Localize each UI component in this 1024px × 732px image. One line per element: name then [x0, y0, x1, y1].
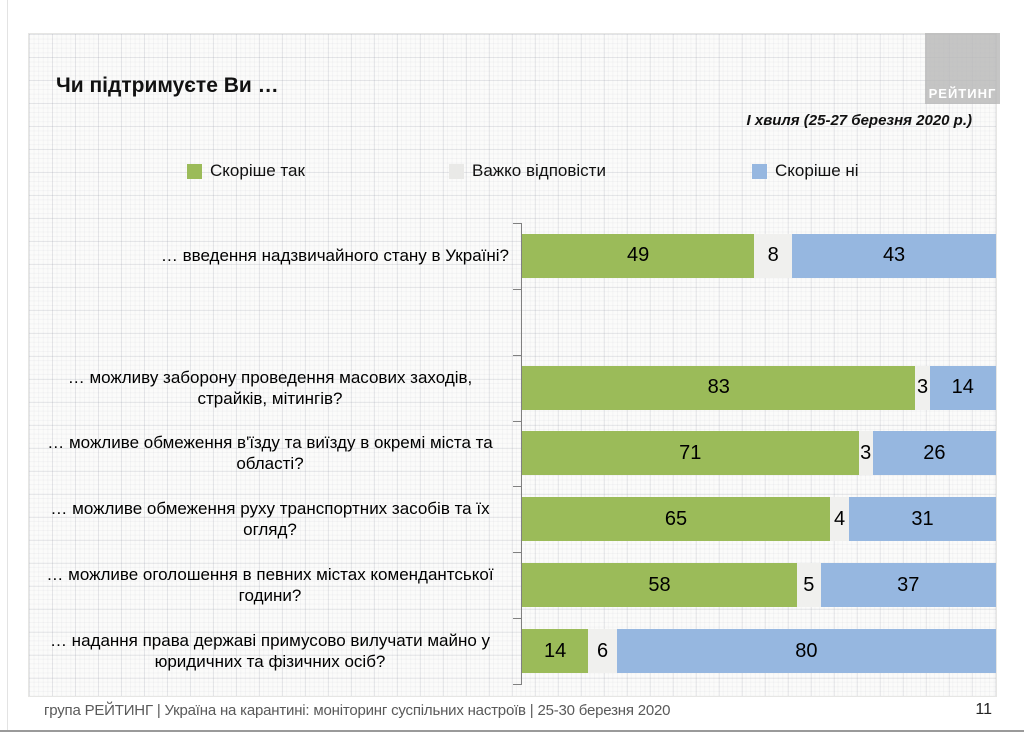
chart-row: … надання права державі примусово вилуча…: [29, 618, 998, 684]
bar-chart: … введення надзвичайного стану в Україні…: [29, 223, 998, 685]
stacked-bar: 83 3 14: [522, 365, 996, 410]
chart-row: … можливе обмеження в'їзду та виїзду в о…: [29, 421, 998, 487]
stacked-bar: 14 6 80: [522, 629, 996, 674]
chart-row: … введення надзвичайного стану в Україні…: [29, 223, 998, 289]
bar-segment-undecided: 8: [754, 233, 793, 278]
rating-logo: РЕЙТИНГ: [925, 33, 1000, 104]
axis-tick: [513, 223, 521, 224]
category-label-text: … можливу заборону проведення масових за…: [67, 367, 473, 408]
category-label: … можливе оголошення в певних містах ком…: [31, 552, 509, 618]
bar-segment-undecided: 3: [858, 431, 873, 476]
page-number: 11: [975, 701, 992, 718]
legend-swatch-icon: [449, 163, 464, 179]
footer-source-text: група РЕЙТИНГ | Україна на карантині: мо…: [44, 702, 671, 719]
bar-segment-yes: 65: [522, 497, 831, 542]
rating-logo-text: РЕЙТИНГ: [928, 86, 997, 101]
axis-tick: [513, 289, 521, 290]
bar-segment-no: 14: [929, 365, 996, 410]
bar-segment-undecided: 5: [796, 563, 821, 608]
bar-segment-no: 26: [872, 431, 996, 476]
chart-row: … можливу заборону проведення масових за…: [29, 355, 998, 421]
bar-segment-yes: 71: [522, 431, 859, 476]
bar-segment-no: 80: [616, 629, 996, 674]
bar-segment-undecided: 6: [588, 629, 617, 674]
legend-item-0: Скоріше так: [187, 160, 305, 182]
category-label-text: … введення надзвичайного стану в Україні…: [160, 246, 509, 266]
stacked-bar: 58 5 37: [522, 563, 996, 608]
category-label: … можливе обмеження руху транспортних за…: [31, 486, 509, 552]
slide-card: Чи підтримуєте Ви … І хвиля (25-27 берез…: [28, 33, 997, 697]
stacked-bar: 71 3 26: [522, 431, 996, 476]
bar-segment-no: 37: [820, 563, 996, 608]
bar-segment-yes: 49: [522, 233, 755, 278]
legend-swatch-icon: [187, 163, 202, 179]
axis-tick: [513, 355, 521, 356]
category-label: … можливу заборону проведення масових за…: [31, 355, 509, 421]
stacked-bar: 65 4 31: [522, 497, 996, 542]
category-axis-line: [521, 223, 522, 685]
axis-tick: [513, 421, 521, 422]
bar-segment-undecided: 4: [830, 497, 850, 542]
bar-segment-yes: 14: [522, 629, 589, 674]
category-label: … можливе обмеження в'їзду та виїзду в о…: [31, 421, 509, 487]
bar-segment-no: 43: [792, 233, 996, 278]
axis-tick: [513, 684, 521, 685]
axis-tick: [513, 618, 521, 619]
chart-row: … можливе обмеження руху транспортних за…: [29, 486, 998, 552]
page-title: Чи підтримуєте Ви …: [56, 74, 279, 97]
legend-swatch-icon: [752, 163, 767, 179]
category-label-text: … можливе обмеження в'їзду та виїзду в о…: [47, 433, 493, 474]
legend-label: Скоріше ні: [775, 161, 859, 180]
stacked-bar: 49 8 43: [522, 233, 996, 278]
category-label: … введення надзвичайного стану в Україні…: [31, 223, 509, 289]
category-label: … надання права державі примусово вилуча…: [31, 618, 509, 684]
legend-item-1: Важко відповісти: [449, 160, 606, 182]
legend-label: Скоріше так: [210, 161, 305, 180]
category-label-text: … можливе оголошення в певних містах ком…: [46, 565, 494, 606]
category-label-text: … надання права державі примусово вилуча…: [49, 631, 491, 672]
legend-item-2: Скоріше ні: [752, 160, 859, 182]
bar-segment-yes: 58: [522, 563, 797, 608]
chart-row: … можливе оголошення в певних містах ком…: [29, 552, 998, 618]
legend-label: Важко відповісти: [472, 161, 606, 180]
bar-segment-yes: 83: [522, 365, 916, 410]
bar-segment-undecided: 3: [915, 365, 930, 410]
axis-tick: [513, 486, 521, 487]
wave-note: І хвиля (25-27 березня 2020 р.): [746, 112, 972, 129]
axis-tick: [513, 552, 521, 553]
bar-segment-no: 31: [849, 497, 996, 542]
category-label-text: … можливе обмеження руху транспортних за…: [50, 499, 490, 540]
